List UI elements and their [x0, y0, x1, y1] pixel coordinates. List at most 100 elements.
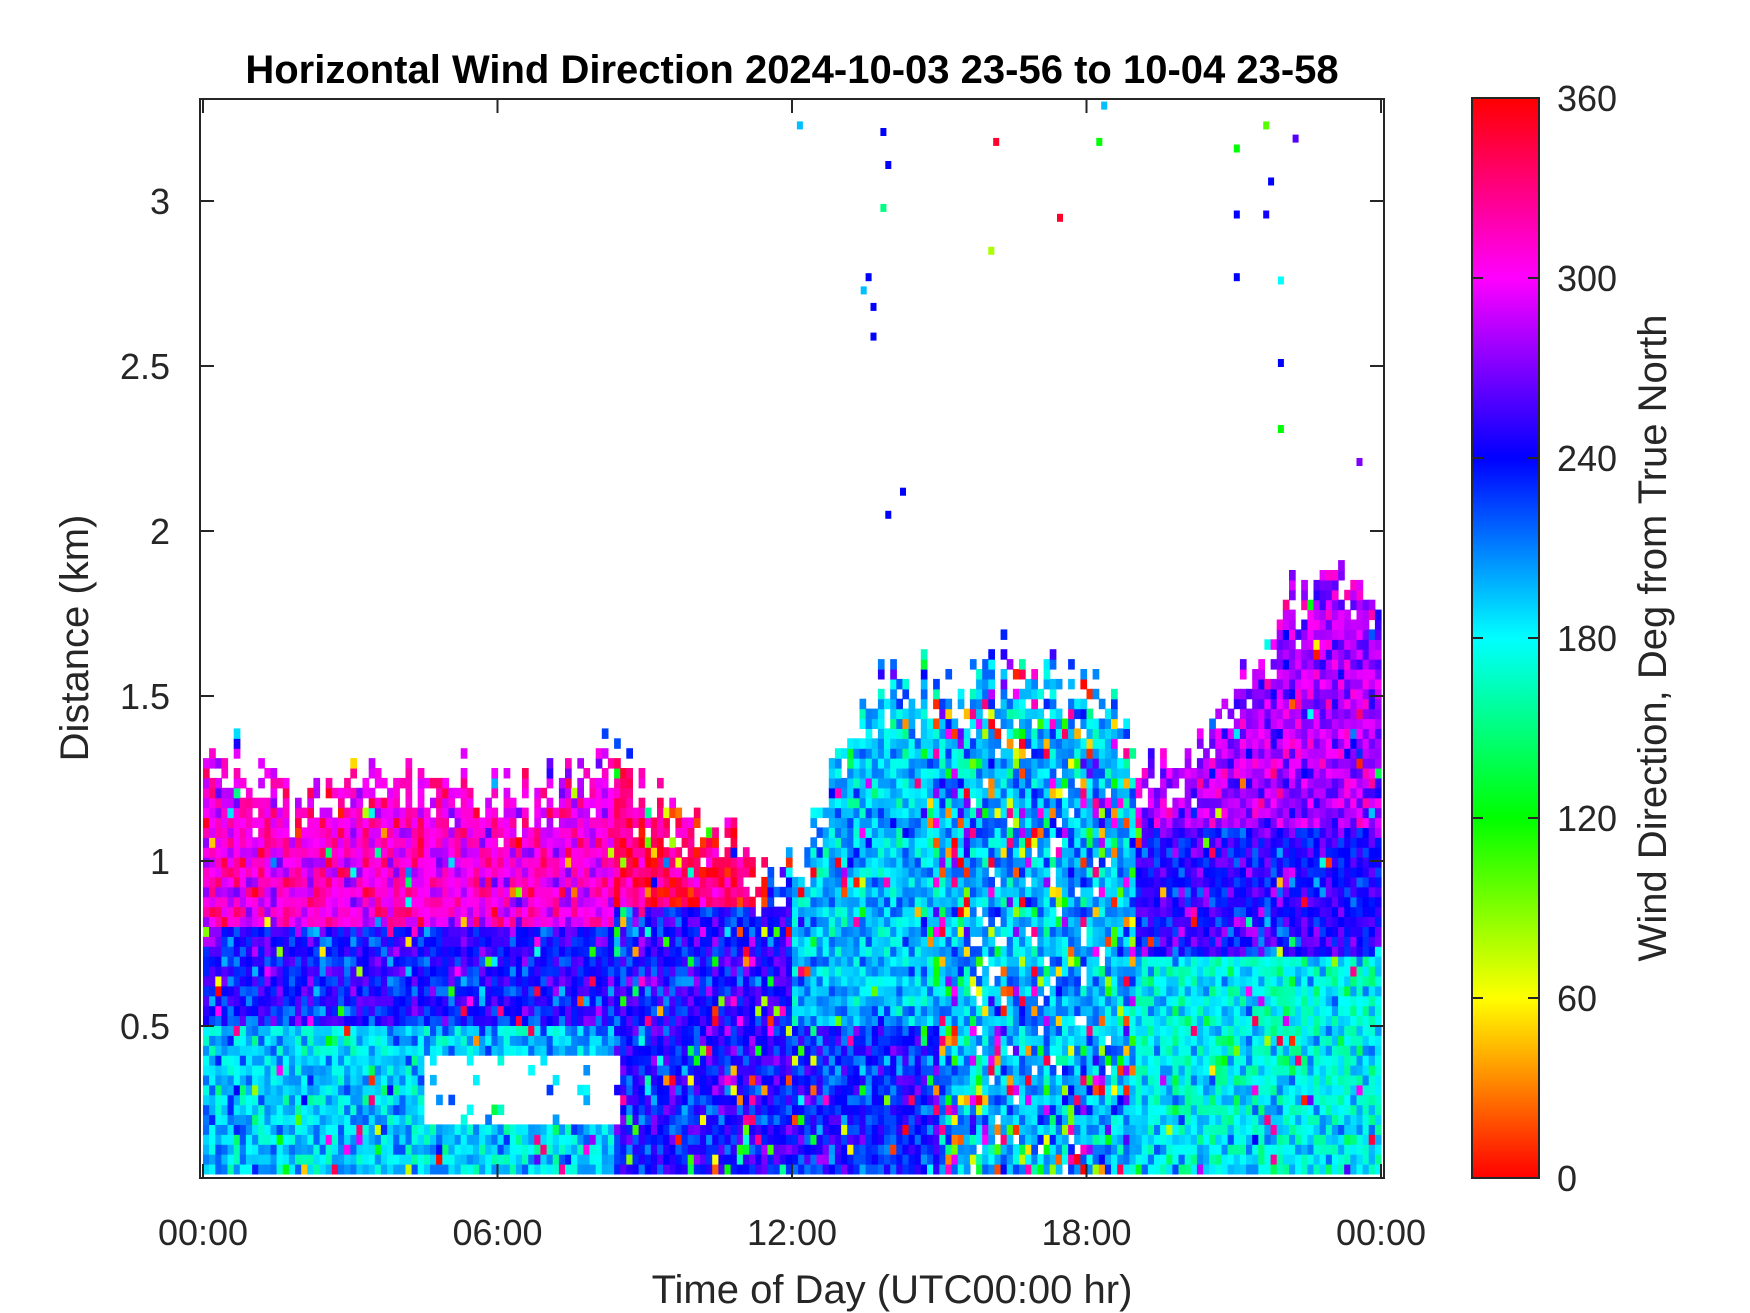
- heatmap-cell: [706, 906, 713, 918]
- heatmap-cell: [773, 1144, 781, 1155]
- heatmap-cell: [853, 1035, 861, 1046]
- heatmap-cell: [442, 797, 449, 809]
- heatmap-cell: [761, 995, 768, 1007]
- heatmap-cell: [779, 926, 787, 937]
- heatmap-cell: [307, 916, 314, 927]
- heatmap-cell: [601, 926, 609, 937]
- heatmap-cell: [509, 876, 517, 888]
- heatmap-cell: [301, 1114, 308, 1125]
- heatmap-cell: [344, 867, 351, 878]
- heatmap-cell: [374, 1045, 382, 1056]
- heatmap-cell: [454, 896, 462, 908]
- heatmap-cell: [399, 1015, 406, 1026]
- heatmap-cell: [847, 867, 854, 878]
- heatmap-cell: [393, 787, 400, 799]
- heatmap-cell: [853, 886, 861, 898]
- heatmap-cell: [411, 1124, 419, 1135]
- heatmap-cell: [509, 1124, 517, 1135]
- heatmap-cell: [313, 1045, 321, 1056]
- heatmap-cell: [994, 1035, 1002, 1046]
- heatmap-cell: [865, 966, 873, 977]
- heatmap-cell: [650, 1154, 658, 1165]
- heatmap-cell: [712, 1035, 719, 1046]
- heatmap-cell: [963, 1124, 971, 1135]
- heatmap-cell: [669, 896, 676, 908]
- heatmap-cell: [920, 1094, 928, 1106]
- heatmap-cell: [338, 847, 345, 858]
- heatmap-cell: [491, 966, 499, 977]
- heatmap-cell: [350, 906, 357, 918]
- heatmap-cell: [258, 847, 265, 858]
- heatmap-cell: [313, 1124, 321, 1135]
- heatmap-cell: [890, 1114, 897, 1125]
- heatmap-cell: [816, 1114, 824, 1125]
- heatmap-cell: [871, 975, 879, 987]
- heatmap-cell: [650, 975, 658, 987]
- heatmap-cell: [877, 1035, 885, 1046]
- heatmap-cell: [368, 1154, 376, 1165]
- heatmap-cell: [227, 817, 235, 828]
- heatmap-cell: [871, 738, 879, 749]
- heatmap-cell: [430, 936, 437, 947]
- heatmap-cell: [307, 837, 314, 848]
- heatmap-cell: [632, 1114, 640, 1125]
- heatmap-cell: [908, 926, 916, 937]
- heatmap-cell: [841, 926, 848, 937]
- heatmap-cell: [816, 1134, 824, 1145]
- heatmap-cell: [859, 698, 867, 710]
- heatmap-cell: [258, 1154, 265, 1165]
- heatmap-cell: [350, 827, 357, 838]
- heatmap-cell: [405, 985, 413, 997]
- heatmap-cell: [841, 1154, 848, 1165]
- heatmap-cell: [589, 1025, 597, 1036]
- heatmap-cell: [939, 867, 946, 878]
- heatmap-cell: [712, 926, 719, 937]
- heatmap-cell: [295, 817, 302, 828]
- heatmap-cell: [749, 1154, 756, 1165]
- heatmap-cell: [356, 1104, 364, 1116]
- heatmap-cell: [982, 906, 989, 918]
- heatmap-cell: [884, 896, 891, 908]
- heatmap-cell: [264, 867, 272, 878]
- heatmap-cell: [558, 926, 566, 937]
- heatmap-cell: [730, 896, 738, 908]
- heatmap-cell: [675, 1035, 683, 1046]
- heatmap-cell: [387, 985, 394, 997]
- heatmap-cell: [209, 827, 216, 838]
- heatmap-cell: [933, 1134, 940, 1145]
- heatmap-cell: [920, 807, 928, 819]
- heatmap-cell: [884, 797, 891, 809]
- heatmap-cell: [368, 1065, 376, 1076]
- heatmap-cell: [920, 926, 928, 937]
- heatmap-cell: [356, 1134, 364, 1145]
- heatmap-cell: [626, 1074, 633, 1086]
- heatmap-cell: [245, 847, 253, 858]
- heatmap-cell: [988, 936, 995, 947]
- heatmap-cell: [331, 886, 339, 898]
- heatmap-cell: [522, 1015, 529, 1026]
- heatmap-cell: [792, 1104, 799, 1116]
- heatmap-cell: [393, 916, 400, 927]
- heatmap-cell: [626, 1065, 633, 1076]
- heatmap-cell: [430, 867, 437, 878]
- heatmap-cell: [632, 1154, 640, 1165]
- heatmap-cell: [295, 857, 302, 868]
- heatmap-cell: [221, 906, 229, 918]
- heatmap-cell: [834, 847, 842, 858]
- heatmap-cell: [755, 1045, 762, 1056]
- heatmap-cell: [295, 1124, 302, 1135]
- heatmap-cell: [565, 936, 572, 947]
- heatmap-cell: [430, 1045, 437, 1056]
- heatmap-cell: [540, 975, 548, 987]
- heatmap-cell: [939, 1094, 946, 1106]
- heatmap-cell: [473, 1015, 480, 1026]
- heatmap-cell: [1000, 629, 1008, 640]
- heatmap-cell: [865, 807, 873, 819]
- heatmap-cell: [466, 797, 474, 809]
- heatmap-cell: [577, 1124, 584, 1135]
- heatmap-cell: [479, 936, 486, 947]
- heatmap-cell: [871, 817, 879, 828]
- heatmap-cell: [252, 876, 259, 888]
- heatmap-cell: [331, 995, 339, 1007]
- heatmap-cell: [1000, 1065, 1008, 1076]
